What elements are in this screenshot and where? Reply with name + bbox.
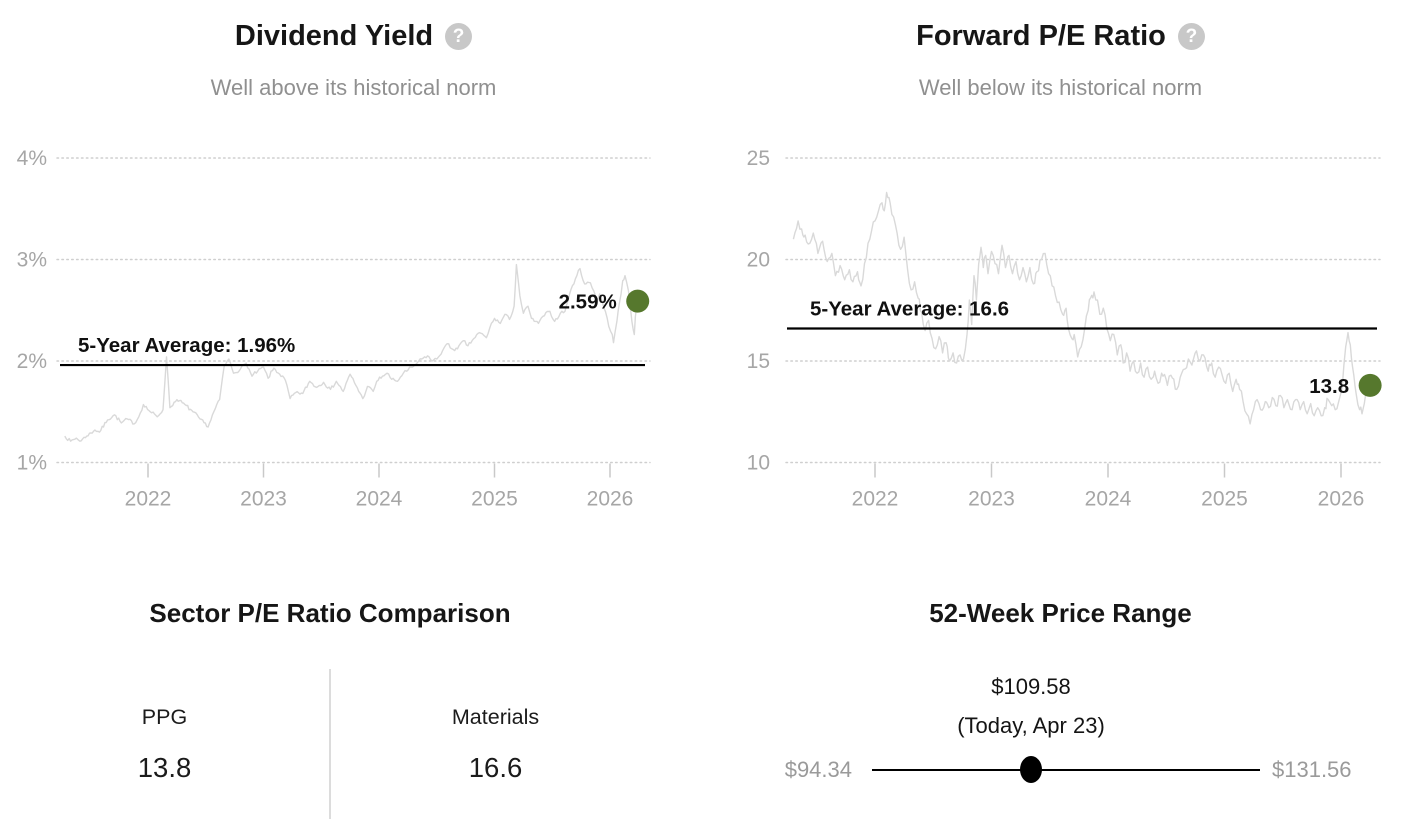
svg-text:2026: 2026 — [1318, 488, 1365, 511]
svg-text:15: 15 — [747, 350, 770, 373]
svg-text:3%: 3% — [17, 249, 47, 272]
forward-pe-subtitle: Well below its historical norm — [918, 75, 1203, 100]
sector-comparison-value: 13.8 — [137, 751, 192, 783]
svg-text:5-Year Average: 16.6: 5-Year Average: 16.6 — [810, 298, 1009, 321]
svg-text:1%: 1% — [17, 452, 47, 475]
forward-pe-title-row: Forward P/E Ratio ? — [707, 14, 1414, 58]
svg-text:20: 20 — [747, 249, 770, 272]
dividend-yield-title: Dividend Yield — [234, 19, 434, 52]
svg-text:2023: 2023 — [968, 488, 1015, 511]
sector-comparison-column-materials: Materials 16.6 — [329, 669, 660, 819]
svg-text:2%: 2% — [17, 350, 47, 373]
price-range-track — [872, 769, 1260, 771]
svg-text:2023: 2023 — [240, 488, 287, 511]
svg-text:2.59%: 2.59% — [559, 291, 617, 314]
svg-text:2024: 2024 — [356, 488, 403, 511]
sector-comparison-row: PPG 13.8 Materials 16.6 — [0, 669, 660, 819]
svg-text:5-Year Average: 1.96%: 5-Year Average: 1.96% — [78, 334, 295, 357]
dividend-yield-subtitle: Well above its historical norm — [210, 75, 497, 100]
price-range-low-label: $94.34 — [784, 757, 852, 782]
sector-comparison-label: Materials — [451, 704, 540, 729]
sector-comparison-label: PPG — [141, 704, 188, 729]
svg-text:2026: 2026 — [587, 488, 634, 511]
help-icon[interactable]: ? — [1177, 22, 1205, 50]
dividend-yield-chart: 4% 3% 2% 1% 2022 2023 2024 2025 2026 5-Year Avera… — [17, 147, 651, 511]
sector-comparison-value: 16.6 — [468, 751, 523, 783]
svg-text:2024: 2024 — [1085, 488, 1132, 511]
price-range-current-date: (Today, Apr 23) — [957, 713, 1105, 738]
svg-text:25: 25 — [747, 147, 770, 170]
dividend-yield-title-row: Dividend Yield ? — [0, 14, 707, 58]
sector-pe-comparison-section: Sector P/E Ratio Comparison PPG 13.8 Mat… — [0, 598, 660, 819]
svg-text:2025: 2025 — [471, 488, 518, 511]
help-icon[interactable]: ? — [445, 22, 473, 50]
forward-pe-header: Forward P/E Ratio ? Well below its histo… — [707, 14, 1414, 101]
svg-text:2022: 2022 — [852, 488, 899, 511]
svg-text:2022: 2022 — [125, 488, 172, 511]
dividend-yield-header: Dividend Yield ? Well above its historic… — [0, 14, 707, 101]
price-range-section: 52-Week Price Range $109.58 (Today, Apr … — [707, 598, 1414, 783]
sector-comparison-title: Sector P/E Ratio Comparison — [149, 598, 511, 628]
price-range-thumb-icon[interactable] — [1019, 756, 1042, 783]
price-range-title: 52-Week Price Range — [929, 598, 1192, 628]
price-range-high-label: $131.56 — [1272, 757, 1352, 782]
svg-text:4%: 4% — [17, 147, 47, 170]
forward-pe-chart: 25 20 15 10 2022 2023 2024 2025 2026 5-Year Avera… — [747, 147, 1382, 511]
price-range-current-price: $109.58 — [991, 674, 1071, 699]
svg-text:13.8: 13.8 — [1309, 375, 1349, 398]
sector-comparison-column-ppg: PPG 13.8 — [0, 669, 329, 819]
forward-pe-title: Forward P/E Ratio — [916, 19, 1166, 52]
svg-text:2025: 2025 — [1201, 488, 1248, 511]
svg-text:10: 10 — [747, 452, 770, 475]
